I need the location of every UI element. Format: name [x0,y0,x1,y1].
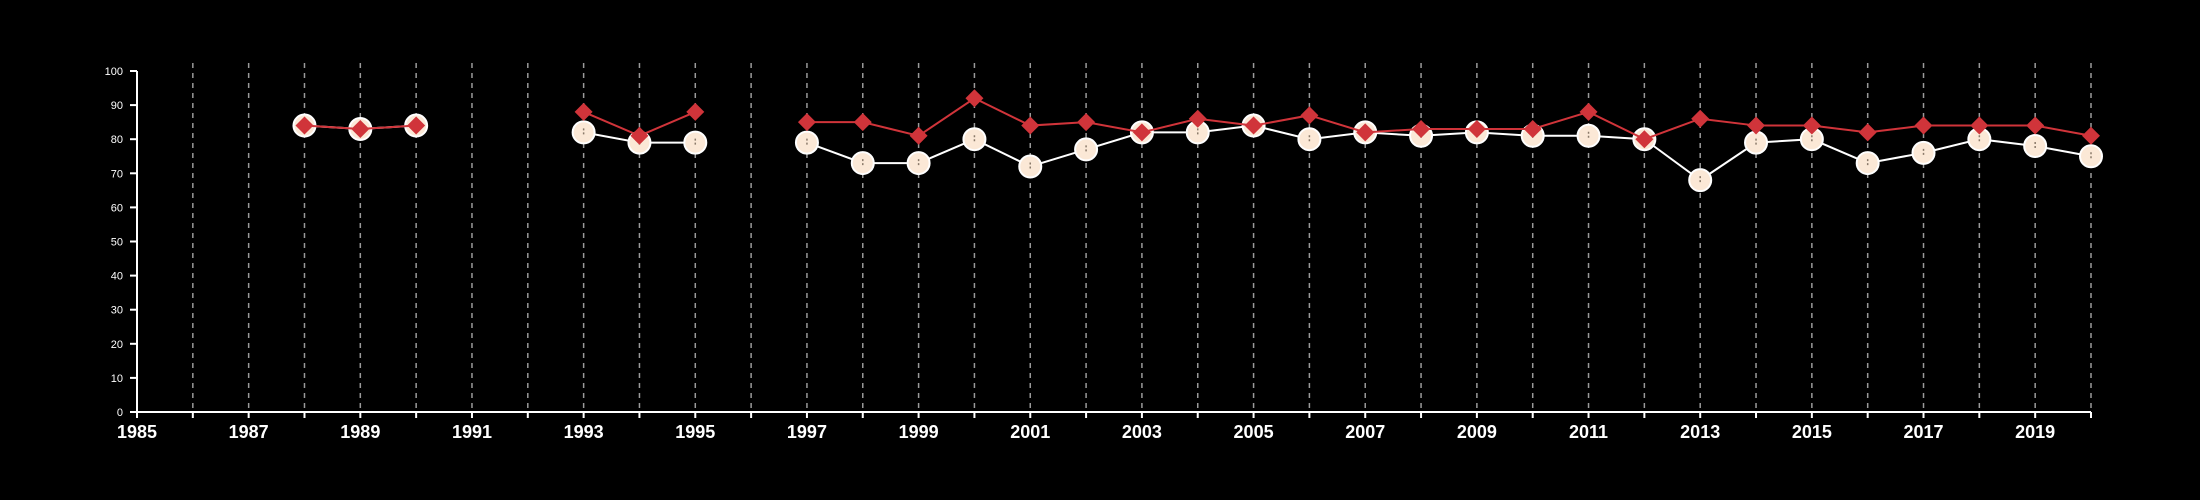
point-diamond [351,119,370,138]
point-diamond [2026,116,2045,135]
series-line-circle [806,124,2092,182]
x-tick-label: 2003 [1122,422,1162,442]
point-diamond [1635,130,1654,149]
point-diamond [1523,119,1542,138]
y-tick-label: 20 [111,339,123,351]
point-diamond [1691,109,1710,128]
x-tick-label: 1995 [675,422,715,442]
point-diamond [853,113,872,132]
x-tick-label: 2005 [1234,422,1274,442]
point-diamond [1802,116,1821,135]
y-tick-label: 70 [111,168,123,180]
point-diamond [1300,106,1319,125]
point-diamond [797,113,816,132]
series-group [292,89,2103,193]
x-tick-label: 1987 [229,422,269,442]
point-diamond [295,116,314,135]
y-tick-label: 80 [111,134,123,146]
point-diamond [1747,116,1766,135]
series-diamond [295,89,2100,149]
x-tick-label: 1989 [340,422,380,442]
x-tick-label: 2013 [1680,422,1720,442]
point-diamond [965,89,984,108]
x-tick-label: 1991 [452,422,492,442]
y-tick-label: 0 [117,407,123,419]
point-diamond [909,126,928,145]
point-diamond [686,102,705,121]
point-diamond [1970,116,1989,135]
y-tick-label: 40 [111,271,123,283]
point-diamond [1356,123,1375,142]
y-tick-label: 30 [111,305,123,317]
x-tick-label: 1985 [117,422,157,442]
series-line-diamond [806,97,2092,141]
x-tick-label: 1997 [787,422,827,442]
point-diamond [1244,116,1263,135]
point-diamond [1914,116,1933,135]
point-diamond [1077,113,1096,132]
x-tick-label: 2011 [1569,422,1608,442]
point-diamond [574,102,593,121]
point-diamond [1467,119,1486,138]
x-tick-label: 2009 [1457,422,1497,442]
x-tick-label: 2007 [1345,422,1385,442]
point-diamond [1858,123,1877,142]
x-tick-label: 1993 [564,422,604,442]
point-diamond [2082,126,2100,145]
y-tick-label: 100 [105,66,123,78]
grid-lines [192,63,2092,412]
point-diamond [630,126,649,145]
x-tick-label: 2017 [1903,422,1943,442]
axes [130,70,2092,418]
tick-labels: 0 10 20 30 40 50 60 70 80 90 100 1985 1987 1989 1991 19… [105,66,2056,442]
x-tick-label: 1999 [899,422,939,442]
x-tick-label: 2019 [2015,422,2055,442]
y-tick-label: 50 [111,237,123,249]
point-diamond [1412,119,1431,138]
x-tick-label: 2001 [1010,422,1050,442]
point-diamond [1021,116,1040,135]
point-diamond [1132,123,1151,142]
x-tick-label: 2015 [1792,422,1832,442]
y-tick-label: 10 [111,373,123,385]
y-tick-label: 60 [111,202,123,214]
point-diamond [407,116,426,135]
point-diamond [1188,109,1207,128]
y-tick-label: 90 [111,100,123,112]
point-diamond [1579,102,1598,121]
